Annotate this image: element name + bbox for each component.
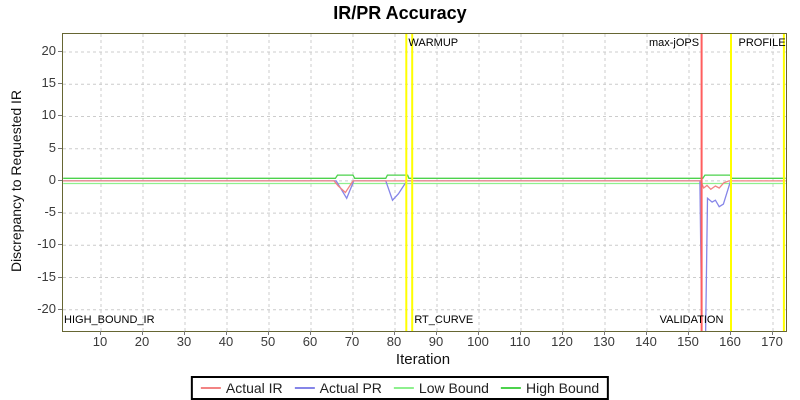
y-tick-mark (58, 51, 62, 53)
x-tick-mark (645, 331, 647, 335)
x-tick-label: 10 (92, 334, 108, 349)
series-line-actual-ir (63, 180, 786, 194)
x-tick-label: 120 (551, 334, 573, 349)
x-tick-label: 20 (134, 334, 150, 349)
x-tick-label: 170 (761, 334, 783, 349)
x-tick-label: 60 (302, 334, 318, 349)
x-tick-label: 130 (593, 334, 615, 349)
x-tick-label: 150 (677, 334, 699, 349)
x-tick-label: 110 (509, 334, 531, 349)
y-tick-label: -15 (37, 268, 56, 284)
y-tick-mark (58, 308, 62, 310)
legend-item-actual-ir: Actual IR (200, 380, 283, 396)
x-tick-mark (687, 331, 689, 335)
legend-label-high-bound: High Bound (525, 380, 600, 396)
x-tick-mark (519, 331, 521, 335)
phase-label-max-jops: max-jOPS (648, 37, 700, 49)
x-tick-label: 80 (386, 334, 402, 349)
x-tick-mark (561, 331, 563, 335)
phase-label-high-bound-ir: HIGH_BOUND_IR (64, 314, 155, 326)
legend-swatch-actual-pr (294, 387, 315, 389)
x-axis-label: Iteration (395, 351, 451, 368)
legend-item-low-bound: Low Bound (393, 380, 489, 396)
legend-label-low-bound: Low Bound (418, 380, 489, 396)
y-tick-mark (58, 147, 62, 149)
series-line-high-bound (63, 174, 786, 179)
legend-label-actual-ir: Actual IR (225, 380, 283, 396)
legend-swatch-low-bound (393, 387, 414, 389)
y-tick-label: -20 (37, 300, 56, 316)
x-tick-mark (309, 331, 311, 335)
x-tick-label: 50 (260, 334, 276, 349)
x-tick-mark (351, 331, 353, 335)
legend-swatch-high-bound (500, 387, 521, 389)
chart-title: IR/PR Accuracy (333, 3, 467, 23)
x-tick-mark (393, 331, 395, 335)
y-tick-label: 5 (48, 139, 56, 155)
y-tick-label: 10 (41, 107, 56, 123)
chart-plot-svg (63, 34, 786, 331)
y-tick-mark (58, 276, 62, 278)
legend-swatch-actual-ir (200, 387, 221, 389)
x-tick-mark (142, 331, 143, 335)
plot-area: WARMUP max-jOPS PROFILE HIGH_BOUND_IR RT_CUR… (62, 33, 787, 332)
y-tick-mark (58, 244, 62, 246)
legend-label-actual-pr: Actual PR (319, 380, 382, 396)
x-tick-label: 100 (467, 334, 489, 349)
x-tick-mark (603, 331, 605, 335)
x-tick-label: 160 (719, 334, 741, 349)
phase-label-validation: VALIDATION (659, 314, 724, 326)
y-tick-label: -5 (44, 204, 56, 220)
x-tick-label: 40 (218, 334, 234, 349)
x-tick-mark (729, 331, 731, 335)
y-tick-mark (58, 212, 62, 214)
x-tick-label: 30 (176, 334, 192, 349)
y-tick-label: 15 (41, 75, 56, 91)
x-tick-mark (477, 331, 479, 335)
y-tick-label: 0 (48, 171, 56, 187)
x-tick-label: 90 (428, 334, 444, 349)
x-tick-mark (268, 331, 269, 335)
x-tick-label: 140 (635, 334, 657, 349)
x-tick-mark (771, 331, 773, 335)
x-tick-mark (435, 331, 437, 335)
y-tick-label: -10 (37, 236, 56, 252)
legend-item-high-bound: High Bound (500, 380, 600, 396)
legend: Actual IR Actual PR Low Bound High Bound (190, 376, 610, 400)
x-tick-mark (226, 331, 227, 335)
phase-label-profile: PROFILE (738, 37, 786, 49)
phase-label-warmup: WARMUP (408, 37, 459, 49)
y-tick-mark (58, 179, 62, 181)
legend-item-actual-pr: Actual PR (294, 380, 382, 396)
phase-label-rt-curve: RT_CURVE (414, 314, 474, 326)
x-tick-mark (100, 331, 101, 335)
y-tick-mark (58, 115, 62, 117)
x-tick-mark (184, 331, 185, 335)
y-tick-mark (58, 83, 62, 85)
series-line-actual-pr (63, 180, 733, 331)
x-tick-label: 70 (344, 334, 360, 349)
y-tick-label: 20 (41, 43, 56, 59)
